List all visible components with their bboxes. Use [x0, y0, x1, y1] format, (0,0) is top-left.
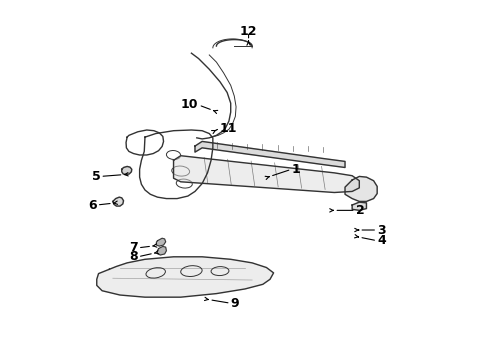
Polygon shape [345, 176, 377, 202]
Text: 11: 11 [220, 122, 238, 135]
Text: 8: 8 [129, 250, 138, 263]
Polygon shape [113, 197, 123, 206]
Text: 5: 5 [92, 170, 100, 183]
Polygon shape [157, 247, 167, 255]
Polygon shape [122, 166, 132, 175]
Polygon shape [173, 156, 359, 193]
Text: 7: 7 [129, 241, 138, 255]
Polygon shape [97, 257, 273, 297]
Text: 6: 6 [88, 198, 97, 212]
Text: 9: 9 [231, 297, 239, 310]
Text: 1: 1 [292, 163, 300, 176]
Text: 2: 2 [356, 204, 365, 217]
Polygon shape [156, 238, 166, 246]
Text: 3: 3 [377, 224, 386, 237]
Polygon shape [195, 141, 345, 167]
Polygon shape [352, 202, 367, 210]
Text: 10: 10 [181, 99, 198, 112]
Text: 12: 12 [240, 25, 257, 38]
Text: 4: 4 [377, 234, 386, 247]
